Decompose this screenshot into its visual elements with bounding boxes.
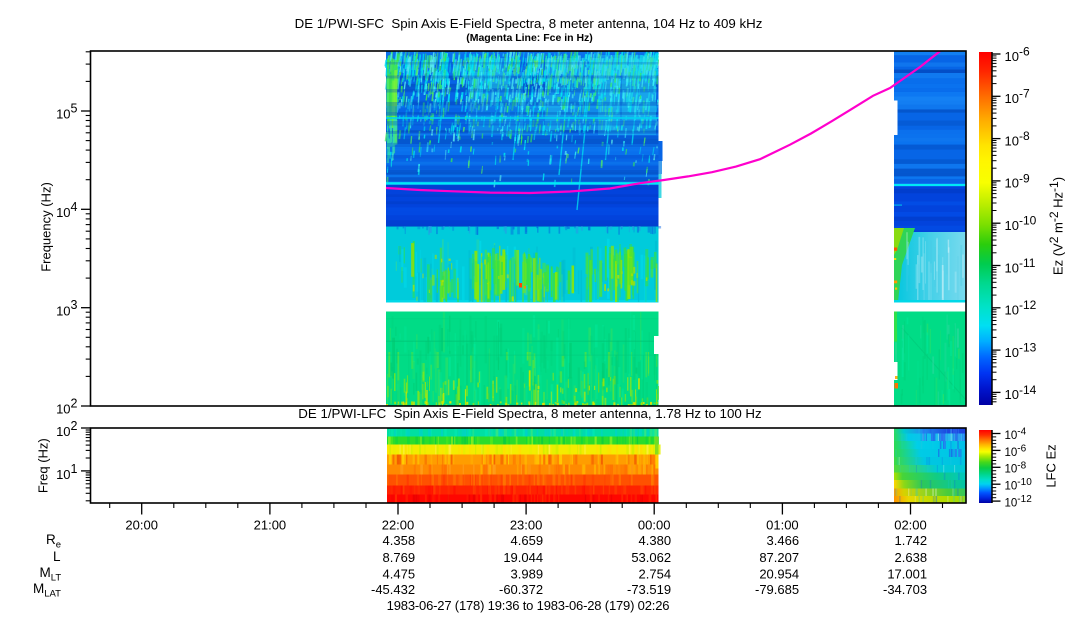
svg-text:17.001: 17.001 — [887, 566, 927, 581]
svg-text:Freq (Hz): Freq (Hz) — [36, 438, 51, 493]
svg-text:DE 1/PWI-LFC Spin Axis E-Fiel: DE 1/PWI-LFC Spin Axis E-Field Spectra, … — [298, 406, 761, 421]
svg-text:02:00: 02:00 — [894, 517, 927, 532]
svg-text:2.754: 2.754 — [639, 566, 672, 581]
svg-text:20.954: 20.954 — [759, 566, 799, 581]
svg-text:4.659: 4.659 — [511, 533, 544, 548]
svg-text:-60.372: -60.372 — [499, 582, 543, 597]
svg-text:-79.685: -79.685 — [755, 582, 799, 597]
svg-text:-34.703: -34.703 — [883, 582, 927, 597]
svg-text:4.380: 4.380 — [639, 533, 672, 548]
svg-text:20:00: 20:00 — [125, 517, 158, 532]
svg-text:1.742: 1.742 — [895, 533, 928, 548]
svg-text:87.207: 87.207 — [759, 550, 799, 565]
svg-text:LFC Ez: LFC Ez — [1044, 444, 1059, 487]
svg-text:-45.432: -45.432 — [371, 582, 415, 597]
svg-text:4.358: 4.358 — [383, 533, 416, 548]
svg-text:3.466: 3.466 — [767, 533, 800, 548]
svg-text:8.769: 8.769 — [383, 550, 416, 565]
svg-text:01:00: 01:00 — [766, 517, 799, 532]
svg-text:4.475: 4.475 — [383, 566, 416, 581]
svg-text:-73.519: -73.519 — [627, 582, 671, 597]
svg-text:DE 1/PWI-SFC Spin Axis E-Fiel: DE 1/PWI-SFC Spin Axis E-Field Spectra, … — [295, 16, 763, 31]
svg-text:(Magenta Line: Fce in Hz): (Magenta Line: Fce in Hz) — [466, 32, 593, 44]
svg-text:23:00: 23:00 — [510, 517, 543, 532]
svg-text:00:00: 00:00 — [638, 517, 671, 532]
svg-text:Frequency (Hz): Frequency (Hz) — [38, 182, 53, 272]
svg-text:1983-06-27 (178) 19:36 to 1983: 1983-06-27 (178) 19:36 to 1983-06-28 (17… — [387, 598, 670, 613]
svg-text:Ez (V2 m-2 Hz-1): Ez (V2 m-2 Hz-1) — [1047, 177, 1066, 275]
svg-text:53.062: 53.062 — [631, 550, 671, 565]
svg-text:3.989: 3.989 — [511, 566, 544, 581]
svg-text:2.638: 2.638 — [895, 550, 928, 565]
svg-text:21:00: 21:00 — [254, 517, 287, 532]
svg-text:L: L — [53, 549, 61, 564]
svg-text:19.044: 19.044 — [503, 550, 543, 565]
svg-text:22:00: 22:00 — [382, 517, 415, 532]
